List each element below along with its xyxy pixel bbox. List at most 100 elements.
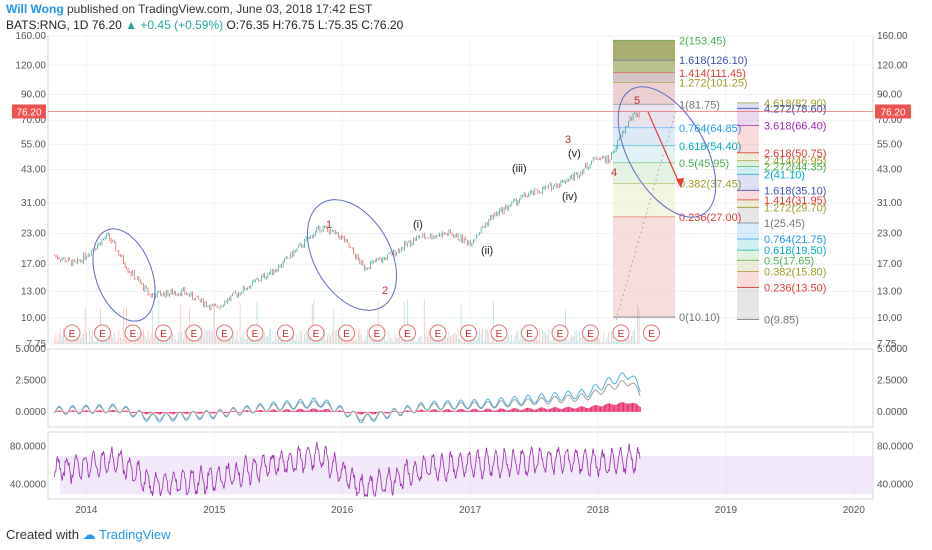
fib-zone-right bbox=[737, 260, 759, 272]
volume-bar bbox=[147, 330, 149, 344]
price-tag-right-text: 76.20 bbox=[880, 107, 905, 118]
volume-bar bbox=[632, 330, 634, 344]
volume-bar bbox=[503, 339, 505, 344]
volume-bar bbox=[420, 335, 422, 344]
publish-info: published on TradingView.com, June 03, 2… bbox=[67, 2, 373, 16]
volume-bar bbox=[385, 340, 387, 344]
macd-tick-right: 2.5000 bbox=[877, 375, 908, 386]
volume-bar bbox=[446, 337, 448, 344]
volume-bar bbox=[629, 340, 631, 344]
fib-zone-left bbox=[613, 104, 675, 128]
earnings-marker bbox=[368, 324, 386, 342]
volume-bar bbox=[519, 340, 520, 344]
earnings-marker bbox=[246, 324, 264, 342]
macd-pane[interactable] bbox=[47, 348, 874, 428]
volume-bar bbox=[190, 338, 192, 344]
ellipse-2016 bbox=[306, 199, 398, 311]
volume-bar bbox=[430, 337, 431, 344]
volume-bar bbox=[473, 337, 474, 344]
price-tag-left-text: 76.20 bbox=[16, 107, 41, 118]
price-tick-left: 13.00 bbox=[21, 286, 46, 297]
volume-bar bbox=[414, 341, 416, 344]
volume-bar bbox=[132, 340, 134, 344]
earnings-marker-text: E bbox=[557, 329, 564, 340]
volume-bar bbox=[167, 337, 169, 344]
price-tick-right: 120.00 bbox=[877, 60, 908, 71]
volume-bar bbox=[58, 334, 60, 344]
volume-bar bbox=[150, 334, 152, 344]
fib-label-left: 0(10.10) bbox=[679, 312, 720, 324]
volume-bar bbox=[241, 337, 243, 344]
rsi-tick-left: 40.0000 bbox=[10, 480, 47, 491]
volume-bar bbox=[333, 309, 335, 344]
macd-tick-left: 2.5000 bbox=[15, 375, 46, 386]
volume-bar bbox=[551, 341, 553, 344]
earnings-marker bbox=[460, 324, 477, 342]
volume-bar bbox=[187, 340, 189, 344]
volume-bar bbox=[457, 332, 459, 344]
volume-bar bbox=[196, 338, 198, 344]
volume-bar bbox=[278, 338, 279, 344]
volume-bar bbox=[215, 335, 216, 344]
chart-svg[interactable]: 2(153.45)1.618(126.10)1.414(111.45)1.272… bbox=[0, 0, 932, 520]
volume-bar bbox=[581, 336, 583, 344]
price-tick-left: 7.75 bbox=[27, 339, 47, 350]
rsi-tick-left: 80.0000 bbox=[10, 441, 47, 452]
volume-bar bbox=[176, 341, 178, 344]
volume-bar bbox=[242, 331, 244, 344]
volume-bar bbox=[520, 329, 522, 344]
earnings-marker-text: E bbox=[435, 329, 442, 340]
volume-bar bbox=[301, 329, 302, 344]
wave-label: (ii) bbox=[481, 245, 493, 257]
earnings-marker-text: E bbox=[648, 329, 655, 340]
volume-bar bbox=[360, 334, 362, 344]
fib-label-left: 1.618(126.10) bbox=[679, 55, 748, 67]
wave-label: (i) bbox=[413, 219, 423, 231]
volume-bar bbox=[370, 340, 371, 344]
volume-bar bbox=[302, 341, 304, 344]
ticker: BATS:RNG, 1D bbox=[6, 18, 89, 32]
fib-zone-left bbox=[613, 40, 675, 61]
volume-bar bbox=[383, 331, 385, 344]
fib-label-right: 4.272(78.60) bbox=[764, 103, 826, 115]
volume-bar bbox=[233, 330, 235, 344]
volume-bar bbox=[87, 341, 89, 344]
volume-bar bbox=[305, 331, 307, 344]
volume-bar bbox=[535, 337, 537, 344]
author-name[interactable]: Will Wong bbox=[6, 2, 64, 16]
price-tick-left: 17.00 bbox=[21, 259, 46, 270]
volume-bar bbox=[181, 331, 183, 344]
time-tick: 2015 bbox=[203, 505, 226, 516]
rsi-tick-right: 80.0000 bbox=[877, 441, 914, 452]
volume-bar bbox=[548, 329, 550, 344]
earnings-marker bbox=[338, 324, 355, 342]
volume-bar bbox=[617, 341, 619, 344]
tradingview-brand[interactable]: TradingView bbox=[99, 527, 171, 542]
fib-zone-right bbox=[737, 174, 759, 191]
volume-bar bbox=[637, 304, 639, 344]
volume-bar bbox=[574, 330, 576, 344]
time-tick: 2014 bbox=[75, 505, 98, 516]
earnings-marker-text: E bbox=[587, 329, 594, 340]
fib-label-left: 1(81.75) bbox=[679, 99, 720, 111]
volume-bar bbox=[377, 301, 379, 344]
volume-bar bbox=[489, 341, 491, 344]
volume-bar bbox=[92, 330, 94, 344]
volume-bar bbox=[546, 334, 548, 344]
volume-bar bbox=[276, 338, 278, 344]
volume-bar bbox=[592, 341, 594, 344]
volume-bar bbox=[175, 339, 177, 344]
volume-bar bbox=[213, 303, 215, 344]
price-tick-right: 55.00 bbox=[877, 140, 902, 151]
earnings-marker-text: E bbox=[69, 329, 76, 340]
macd-tick-left: 5.0000 bbox=[15, 344, 46, 355]
volume-bar bbox=[417, 336, 419, 344]
volume-bar bbox=[144, 335, 146, 344]
wave-label: (iv) bbox=[562, 191, 577, 203]
volume-bar bbox=[236, 330, 238, 344]
volume-bar bbox=[603, 332, 605, 344]
volume-bar bbox=[89, 330, 91, 344]
volume-bar bbox=[182, 338, 184, 344]
volume-bar bbox=[413, 337, 414, 344]
